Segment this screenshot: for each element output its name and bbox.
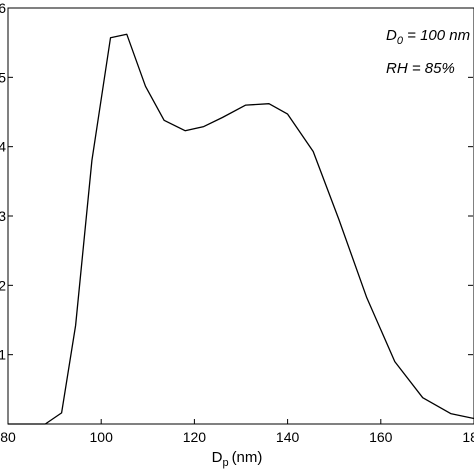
y-tick-label: 5 bbox=[0, 69, 6, 85]
y-axis: 1 2 3 4 5 6 bbox=[0, 0, 473, 363]
series-layer bbox=[8, 33, 474, 425]
x-tick-label: 160 bbox=[369, 429, 393, 445]
y-tick-label: 1 bbox=[0, 347, 6, 363]
y-tick-label: 2 bbox=[0, 277, 6, 293]
x-tick-label: 80 bbox=[0, 429, 16, 445]
annotation-rh: RH = 85% bbox=[386, 60, 455, 77]
annotation-d0-rest: = 100 nm bbox=[403, 27, 470, 44]
y-tick-label: 4 bbox=[0, 139, 6, 155]
x-axis-label-unit: (nm) bbox=[232, 449, 263, 466]
x-axis: 80 100 120 140 160 180 bbox=[0, 419, 474, 445]
x-tick-label: 120 bbox=[183, 429, 207, 445]
annotation-d0: D0 = 100 nm bbox=[386, 27, 470, 47]
x-axis-label-subscript: p bbox=[222, 457, 228, 469]
series-line bbox=[8, 33, 474, 425]
x-axis-label: Dp (nm) bbox=[212, 449, 263, 469]
x-tick-label: 100 bbox=[90, 429, 114, 445]
x-tick-label: 180 bbox=[462, 429, 474, 445]
y-tick-label: 6 bbox=[0, 0, 6, 16]
x-tick-label: 140 bbox=[276, 429, 300, 445]
y-tick-label: 3 bbox=[0, 208, 6, 224]
annotation-d0-subscript: 0 bbox=[397, 35, 404, 47]
